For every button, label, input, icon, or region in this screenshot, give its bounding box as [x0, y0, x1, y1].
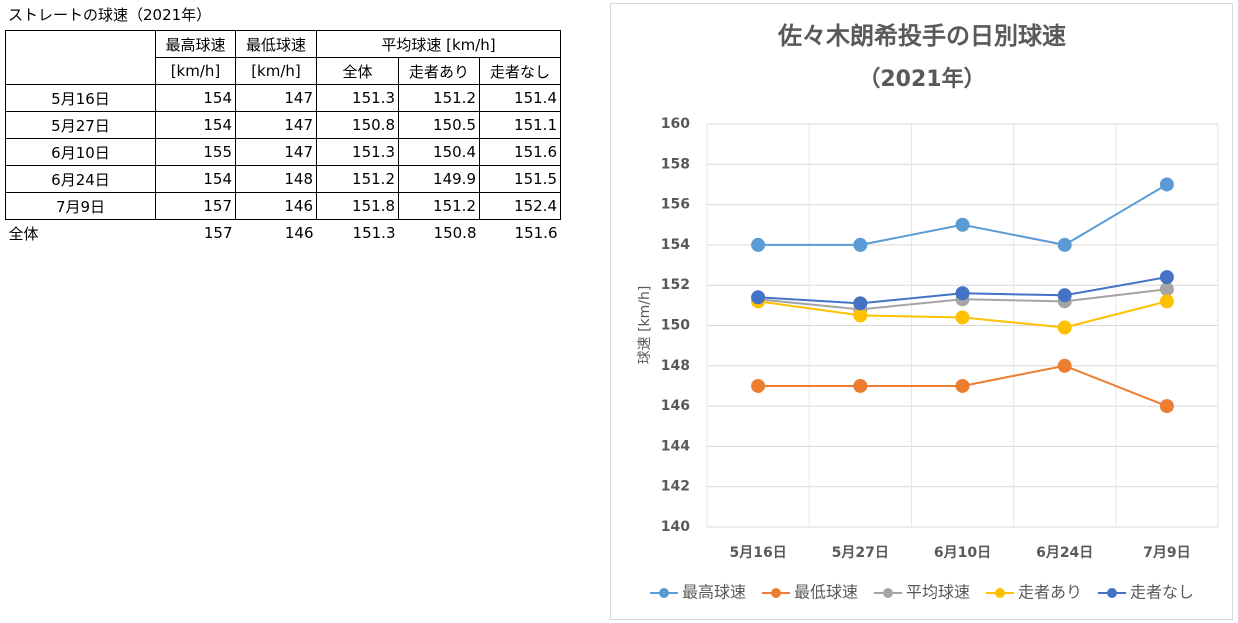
cell: 151.2	[316, 165, 399, 193]
header-cell: 全体	[316, 57, 399, 85]
cell: 151.5	[479, 165, 561, 193]
data-point	[751, 237, 766, 252]
data-point	[1159, 177, 1174, 192]
legend-marker	[771, 588, 781, 598]
y-tick-label: 140	[661, 519, 690, 535]
data-point	[955, 378, 970, 393]
y-tick-label: 160	[661, 116, 690, 132]
legend-marker	[659, 588, 669, 598]
y-axis-label: 球速 [km/h]	[637, 286, 653, 365]
cell: 151.6	[514, 224, 558, 242]
cell: 146	[284, 224, 314, 242]
row-label: 5月16日	[5, 84, 156, 112]
data-point	[1057, 288, 1072, 303]
data-point	[1057, 320, 1072, 335]
row-label: 7月9日	[5, 192, 156, 220]
chart-title: 佐々木朗希投手の日別球速	[777, 22, 1066, 50]
legend-marker	[883, 588, 893, 598]
data-point	[853, 296, 868, 311]
data-point	[853, 308, 868, 323]
data-point	[1159, 294, 1174, 309]
data-point	[955, 217, 970, 232]
cell: 151.4	[479, 84, 561, 112]
cell: 151.6	[479, 138, 561, 166]
data-point	[955, 310, 970, 325]
cell: 152.4	[479, 192, 561, 220]
cell: 151.3	[316, 138, 399, 166]
header-cell: 最高球速	[155, 30, 236, 58]
cell: 148	[235, 165, 317, 193]
data-point	[853, 237, 868, 252]
data-point	[1057, 237, 1072, 252]
data-point	[751, 378, 766, 393]
legend-marker	[1107, 588, 1117, 598]
cell: 151.1	[479, 111, 561, 139]
data-point	[955, 286, 970, 301]
cell: 154	[155, 111, 236, 139]
cell: 150.4	[398, 138, 480, 166]
x-tick-label: 5月16日	[729, 545, 786, 561]
legend-label: 走者なし	[1130, 583, 1194, 602]
data-point	[1159, 399, 1174, 414]
cell: 151.2	[398, 192, 480, 220]
legend-label: 走者あり	[1018, 583, 1082, 602]
row-label: 全体	[8, 224, 39, 243]
x-tick-label: 7月9日	[1143, 545, 1190, 561]
cell: 147	[235, 84, 317, 112]
cell: 157	[203, 224, 233, 242]
y-tick-label: 158	[661, 156, 690, 172]
legend-marker	[995, 588, 1005, 598]
x-tick-label: 6月24日	[1036, 545, 1093, 561]
y-tick-label: 148	[661, 358, 690, 374]
x-tick-label: 6月10日	[934, 545, 991, 561]
legend-label: 平均球速	[906, 583, 970, 602]
cell: 151.3	[352, 224, 396, 242]
chart-subtitle: （2021年）	[858, 66, 985, 92]
y-tick-label: 142	[661, 479, 690, 495]
cell: 151.8	[316, 192, 399, 220]
corner-cell	[5, 30, 156, 85]
y-tick-label: 144	[661, 438, 690, 454]
table-title: ストレートの球速（2021年）	[8, 6, 212, 24]
y-tick-label: 152	[661, 277, 690, 293]
y-tick-label: 146	[661, 398, 690, 414]
data-point	[751, 290, 766, 305]
cell: 146	[235, 192, 317, 220]
table: 最高球速 最低球速 平均球速 [km/h] [km/h] [km/h] 全体 走…	[5, 30, 561, 246]
legend-label: 最低球速	[794, 583, 858, 602]
header-cell: 走者なし	[479, 57, 561, 85]
cell: 151.2	[398, 84, 480, 112]
y-tick-label: 150	[661, 318, 690, 334]
header-cell: 平均球速 [km/h]	[316, 30, 561, 58]
cell: 154	[155, 84, 236, 112]
row-label: 6月24日	[5, 165, 156, 193]
data-point	[1159, 282, 1174, 297]
cell: 150.5	[398, 111, 480, 139]
cell: 154	[155, 165, 236, 193]
data-point	[1159, 270, 1174, 285]
cell: 157	[155, 192, 236, 220]
y-tick-label: 156	[661, 197, 690, 213]
y-tick-label: 154	[661, 237, 690, 253]
legend-label: 最高球速	[682, 583, 746, 602]
row-label: 5月27日	[5, 111, 156, 139]
data-point	[853, 378, 868, 393]
header-cell: 走者あり	[398, 57, 480, 85]
cell: 150.8	[433, 224, 477, 242]
data-point	[1057, 358, 1072, 373]
x-tick-label: 5月27日	[832, 545, 889, 561]
